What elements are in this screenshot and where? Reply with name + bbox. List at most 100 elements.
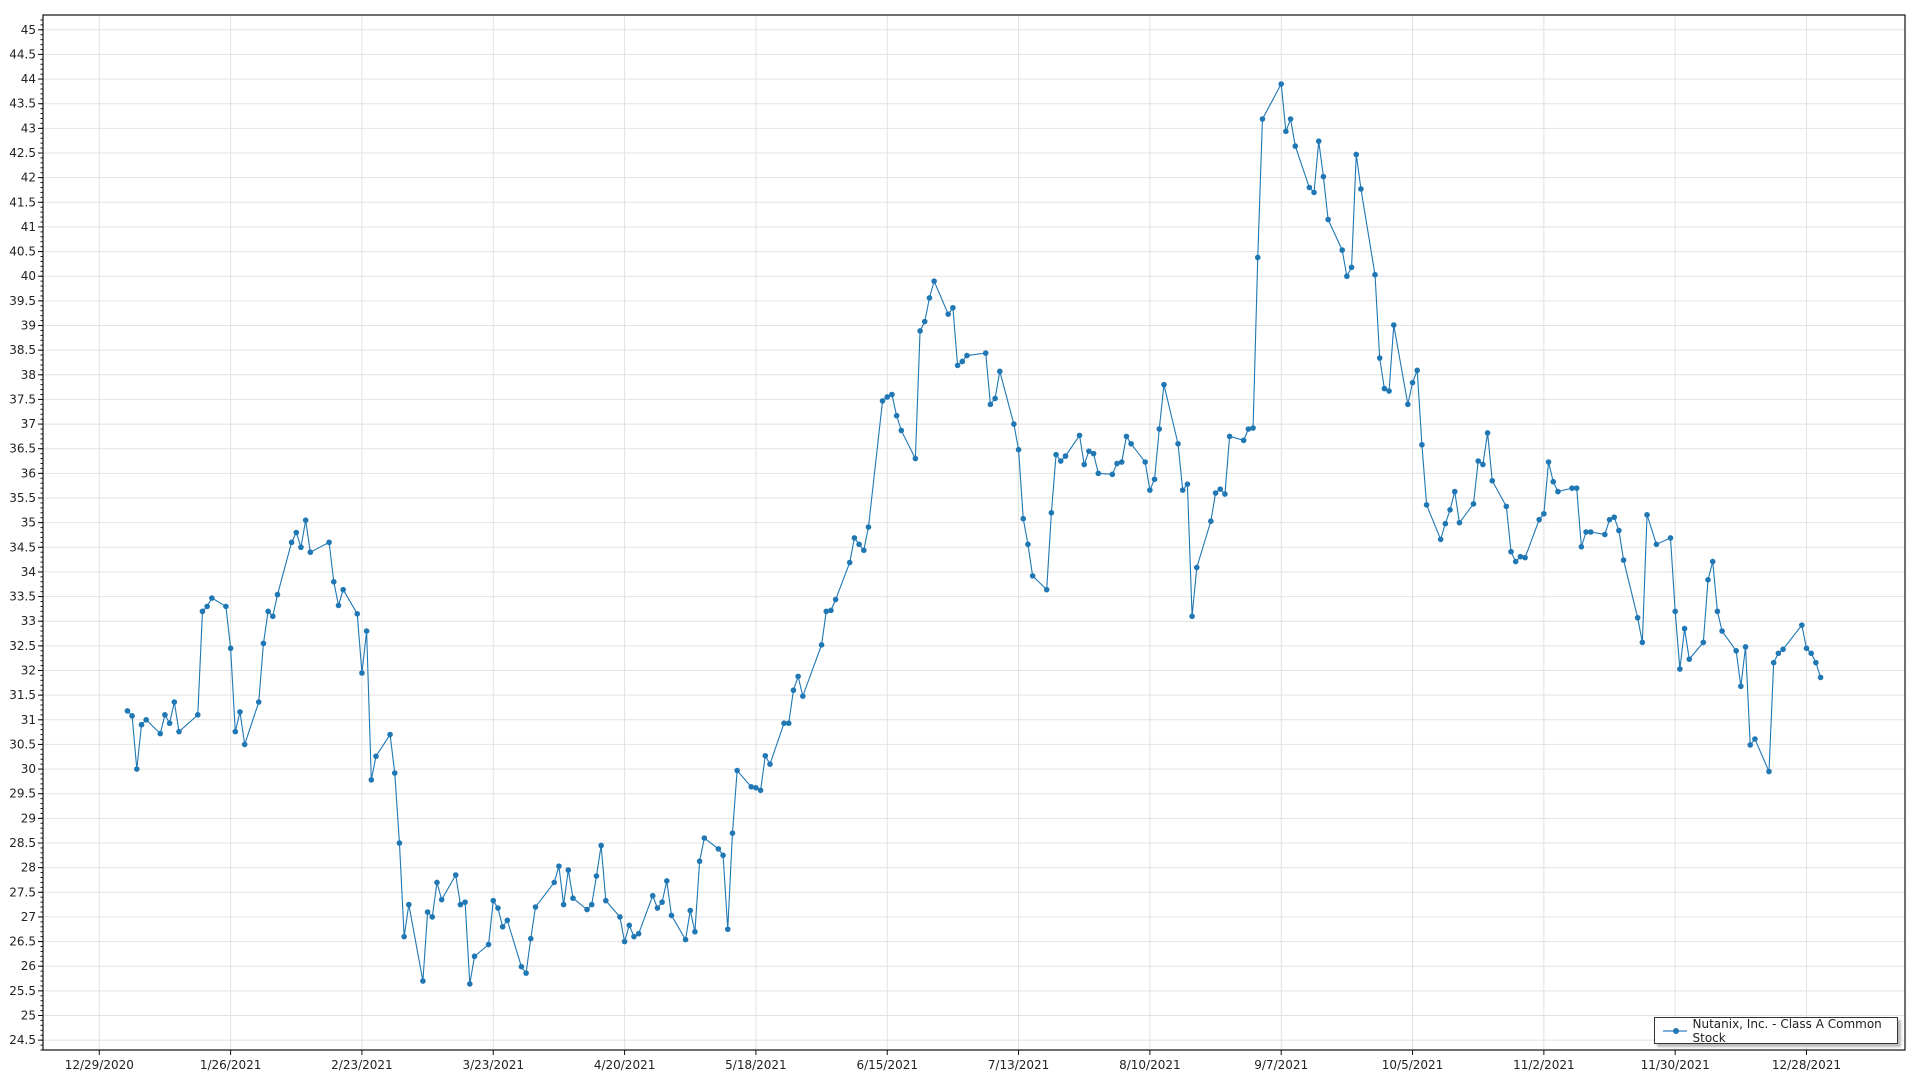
- data-point: [1639, 639, 1646, 646]
- data-point: [898, 427, 905, 434]
- data-point: [1752, 736, 1758, 742]
- data-point: [1147, 487, 1153, 493]
- data-point: [1043, 586, 1050, 593]
- data-point: [1409, 379, 1416, 386]
- data-point: [865, 524, 872, 530]
- data-point: [1057, 458, 1064, 464]
- y-tick-label: 26: [21, 959, 36, 973]
- y-tick-label: 42.5: [9, 146, 36, 160]
- y-tick-label: 45: [21, 23, 36, 37]
- data-point: [1606, 516, 1613, 523]
- data-point: [1803, 645, 1810, 652]
- data-point: [368, 777, 375, 783]
- data-point: [499, 923, 506, 930]
- y-tick-label: 36.5: [9, 442, 36, 456]
- data-point: [124, 708, 131, 714]
- data-point: [340, 586, 346, 593]
- data-point: [1653, 541, 1660, 548]
- data-point: [1634, 614, 1641, 621]
- data-point: [931, 278, 937, 284]
- data-point: [129, 713, 135, 719]
- data-point: [889, 391, 895, 398]
- data-point: [1381, 385, 1388, 392]
- y-tick-label: 33.5: [9, 590, 36, 604]
- x-tick-label: 8/10/2021: [1119, 1058, 1181, 1072]
- data-point: [917, 328, 923, 334]
- data-point: [1208, 518, 1214, 524]
- y-tick-label: 35.5: [9, 491, 36, 505]
- data-point: [1029, 573, 1036, 579]
- data-point: [1686, 656, 1693, 662]
- data-point: [1672, 608, 1678, 615]
- data-point: [1020, 515, 1027, 522]
- data-point: [832, 596, 839, 603]
- data-point: [438, 896, 445, 903]
- y-tick-label: 31: [21, 713, 36, 727]
- data-point: [959, 358, 966, 365]
- data-point: [992, 395, 998, 402]
- data-point: [209, 595, 215, 601]
- data-point: [1808, 650, 1814, 657]
- data-point: [1011, 421, 1017, 427]
- data-point: [223, 603, 229, 610]
- data-point: [1437, 536, 1444, 543]
- x-tick-label: 10/5/2021: [1382, 1058, 1444, 1072]
- data-point: [1226, 433, 1233, 440]
- data-point: [270, 613, 276, 620]
- x-tick-label: 4/20/2021: [594, 1058, 656, 1072]
- x-tick-label: 5/18/2021: [725, 1058, 787, 1072]
- y-tick-label: 37.5: [9, 392, 36, 406]
- data-point: [1025, 541, 1031, 548]
- data-point: [1325, 216, 1331, 223]
- x-tick-label: 3/23/2021: [462, 1058, 524, 1072]
- data-point: [757, 787, 764, 794]
- data-point: [1620, 557, 1627, 563]
- data-point: [1372, 271, 1378, 278]
- y-tick-label: 31.5: [9, 688, 36, 702]
- data-point: [1512, 558, 1519, 565]
- data-point: [1109, 471, 1116, 478]
- data-point: [584, 906, 590, 913]
- data-point: [204, 603, 210, 610]
- y-tick-label: 39: [21, 319, 36, 333]
- data-point: [1156, 426, 1163, 432]
- data-point: [1048, 509, 1055, 516]
- plot-border: [42, 14, 1906, 1051]
- data-point: [194, 712, 201, 718]
- y-tick-label: 35: [21, 516, 36, 530]
- data-point: [293, 529, 300, 536]
- data-point: [1053, 451, 1059, 458]
- y-tick-label: 44.5: [9, 47, 36, 61]
- data-point: [1522, 554, 1528, 561]
- data-point: [1700, 639, 1707, 646]
- data-point: [1184, 481, 1191, 488]
- data-point: [1193, 564, 1200, 571]
- data-point: [1212, 490, 1219, 496]
- data-point: [1076, 432, 1083, 439]
- y-tick-label: 28: [21, 861, 36, 875]
- data-point: [532, 904, 539, 910]
- data-point: [753, 785, 759, 791]
- y-axis: 24.5 25 25.5 26 26.5 27 27.5 28 28.5 29 29.5 30 30.5…: [9, 19, 43, 1051]
- data-point: [593, 873, 600, 879]
- data-point: [490, 897, 497, 904]
- data-point: [720, 852, 726, 859]
- data-point: [1456, 519, 1463, 526]
- data-point: [396, 840, 403, 846]
- y-tick-label: 32: [21, 664, 36, 678]
- data-point: [1376, 355, 1383, 361]
- data-point: [1217, 486, 1224, 492]
- data-point: [1503, 503, 1510, 510]
- legend-label: Nutanix, Inc. - Class A Common Stock: [1692, 1016, 1882, 1045]
- data-point: [420, 978, 426, 984]
- y-tick-label: 24.5: [9, 1033, 36, 1047]
- data-point: [143, 716, 149, 723]
- data-point: [457, 901, 464, 908]
- data-point: [166, 720, 173, 727]
- x-tick-label: 9/7/2021: [1254, 1058, 1308, 1072]
- data-point: [818, 642, 825, 648]
- data-point: [518, 963, 525, 970]
- y-tick-label: 26.5: [9, 935, 36, 949]
- data-point: [626, 922, 633, 929]
- data-point: [1259, 116, 1266, 122]
